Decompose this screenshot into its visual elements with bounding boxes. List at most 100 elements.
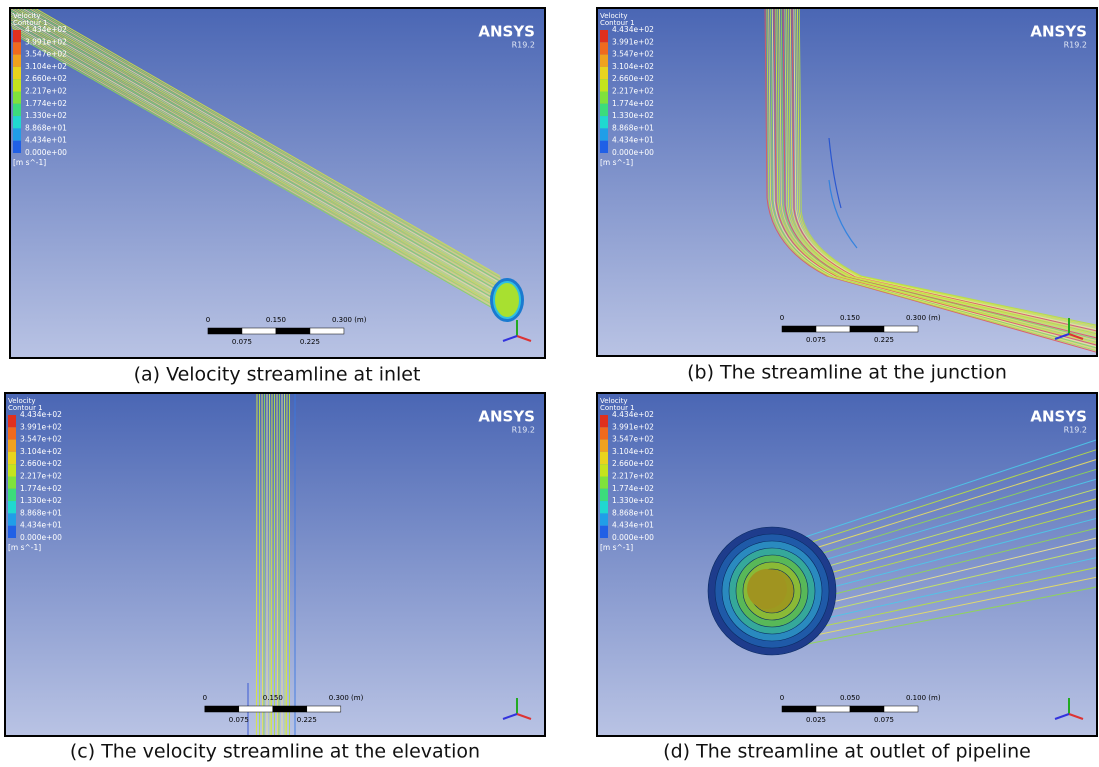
legend-level: 3.104e+02 xyxy=(612,447,654,456)
scale-label: 0 xyxy=(203,694,207,702)
legend-level: 2.217e+02 xyxy=(612,87,654,96)
logo: ANSYS xyxy=(1030,408,1087,426)
legend-level: 4.434e+01 xyxy=(20,521,62,530)
scale-label: 0.075 xyxy=(232,338,252,346)
legend-swatch xyxy=(8,489,16,501)
legend-swatch xyxy=(600,67,608,79)
legend-swatch xyxy=(600,79,608,91)
logo-version: R19.2 xyxy=(512,41,535,50)
panel: VelocityContour 14.434e+023.991e+023.547… xyxy=(0,0,545,358)
legend-unit: [m s^-1] xyxy=(8,543,41,552)
legend-swatch xyxy=(8,501,16,513)
legend-level: 1.774e+02 xyxy=(612,484,654,493)
logo-version: R19.2 xyxy=(1064,426,1087,435)
legend-swatch xyxy=(600,489,608,501)
scale-bar-segment xyxy=(850,326,884,332)
scale-label: 0.225 xyxy=(874,336,894,344)
legend-level: 3.547e+02 xyxy=(20,435,62,444)
scale-bar-segment xyxy=(816,706,850,712)
legend-swatch xyxy=(600,501,608,513)
legend-swatch xyxy=(13,42,21,54)
scale-label: 0.150 xyxy=(840,314,860,322)
legend-level: 4.434e+02 xyxy=(612,410,654,419)
legend-swatch xyxy=(600,141,608,153)
scale-label: 0.300 (m) xyxy=(332,316,367,324)
legend-unit: [m s^-1] xyxy=(600,158,633,167)
legend-level: 3.104e+02 xyxy=(20,447,62,456)
legend-swatch xyxy=(13,116,21,128)
legend-level: 4.434e+01 xyxy=(612,521,654,530)
legend-level: 1.330e+02 xyxy=(20,496,62,505)
panel: VelocityContour 14.434e+023.991e+023.547… xyxy=(5,388,545,741)
scale-bar-segment xyxy=(239,706,273,712)
legend-level: 8.868e+01 xyxy=(612,508,654,517)
logo-version: R19.2 xyxy=(1064,41,1087,50)
legend-level: 8.868e+01 xyxy=(20,508,62,517)
legend-swatch xyxy=(13,55,21,67)
legend-level: 1.774e+02 xyxy=(25,99,67,108)
scale-bar-segment xyxy=(782,326,816,332)
legend-level: 4.434e+02 xyxy=(25,25,67,34)
legend-swatch xyxy=(8,440,16,452)
legend-unit: [m s^-1] xyxy=(600,543,633,552)
legend-swatch xyxy=(8,513,16,525)
legend-swatch xyxy=(600,513,608,525)
legend-level: 1.330e+02 xyxy=(612,496,654,505)
caption: (a) Velocity streamline at inlet xyxy=(134,364,421,386)
legend-level: 4.434e+01 xyxy=(25,136,67,145)
scale-label: 0 xyxy=(780,694,784,702)
legend-level: 0.000e+00 xyxy=(612,148,654,157)
legend-level: 4.434e+01 xyxy=(612,136,654,145)
streamline xyxy=(285,388,286,741)
legend-level: 2.660e+02 xyxy=(612,459,654,468)
legend-level: 2.660e+02 xyxy=(20,459,62,468)
scale-label: 0.025 xyxy=(806,716,826,724)
scale-bar-segment xyxy=(242,328,276,334)
scale-label: 0.050 xyxy=(840,694,860,702)
legend-swatch xyxy=(13,128,21,140)
logo: ANSYS xyxy=(478,23,535,41)
streamline xyxy=(271,388,272,741)
legend-swatch xyxy=(600,42,608,54)
legend-level: 3.547e+02 xyxy=(612,435,654,444)
viewport-background xyxy=(597,393,1097,736)
scale-label: 0.300 (m) xyxy=(329,694,364,702)
outlet-core xyxy=(747,569,787,609)
legend-level: 2.217e+02 xyxy=(612,472,654,481)
legend-level: 3.104e+02 xyxy=(612,62,654,71)
legend-level: 3.991e+02 xyxy=(20,422,62,431)
scale-bar-segment xyxy=(782,706,816,712)
legend-swatch xyxy=(600,452,608,464)
legend-swatch xyxy=(13,92,21,104)
legend-level: 3.547e+02 xyxy=(612,50,654,59)
legend-swatch xyxy=(13,79,21,91)
legend-level: 3.991e+02 xyxy=(612,422,654,431)
scale-bar-segment xyxy=(310,328,344,334)
legend-level: 2.660e+02 xyxy=(612,74,654,83)
legend-level: 3.547e+02 xyxy=(25,50,67,59)
scale-label: 0.150 xyxy=(263,694,283,702)
scale-label: 0.150 xyxy=(266,316,286,324)
legend-swatch xyxy=(600,440,608,452)
legend-level: 8.868e+01 xyxy=(612,123,654,132)
legend-level: 3.991e+02 xyxy=(25,37,67,46)
streamline xyxy=(256,388,257,741)
legend-level: 3.104e+02 xyxy=(25,62,67,71)
legend-swatch xyxy=(8,415,16,427)
streamline xyxy=(286,388,287,741)
legend-level: 0.000e+00 xyxy=(25,148,67,157)
caption: (b) The streamline at the junction xyxy=(687,362,1007,384)
logo: ANSYS xyxy=(1030,23,1087,41)
streamline xyxy=(277,388,278,741)
scale-label: 0 xyxy=(206,316,210,324)
scale-bar-segment xyxy=(276,328,310,334)
logo: ANSYS xyxy=(478,408,535,426)
scale-bar-segment xyxy=(205,706,239,712)
scale-bar-segment xyxy=(307,706,341,712)
streamline xyxy=(279,388,280,741)
legend-level: 1.330e+02 xyxy=(612,111,654,120)
caption: (d) The streamline at outlet of pipeline xyxy=(663,741,1031,763)
legend-swatch xyxy=(600,30,608,42)
legend-swatch xyxy=(8,464,16,476)
